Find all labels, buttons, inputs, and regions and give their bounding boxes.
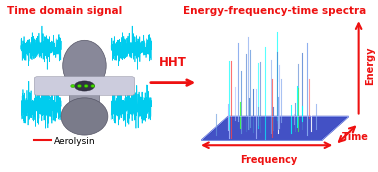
Text: HHT: HHT xyxy=(159,56,187,69)
Text: Energy-frequency-time spectra: Energy-frequency-time spectra xyxy=(183,7,367,17)
Ellipse shape xyxy=(71,84,75,88)
FancyBboxPatch shape xyxy=(70,62,99,113)
Polygon shape xyxy=(201,116,349,140)
Ellipse shape xyxy=(74,81,94,91)
Text: Time domain signal: Time domain signal xyxy=(7,7,122,17)
Ellipse shape xyxy=(63,40,106,91)
Text: Frequency: Frequency xyxy=(240,155,297,165)
Text: Time: Time xyxy=(342,132,369,142)
Ellipse shape xyxy=(84,84,88,88)
Ellipse shape xyxy=(61,98,108,135)
Text: Energy: Energy xyxy=(365,46,375,85)
FancyBboxPatch shape xyxy=(34,77,135,95)
Ellipse shape xyxy=(77,84,81,88)
Text: Aerolysin: Aerolysin xyxy=(54,137,96,146)
Ellipse shape xyxy=(91,84,95,88)
